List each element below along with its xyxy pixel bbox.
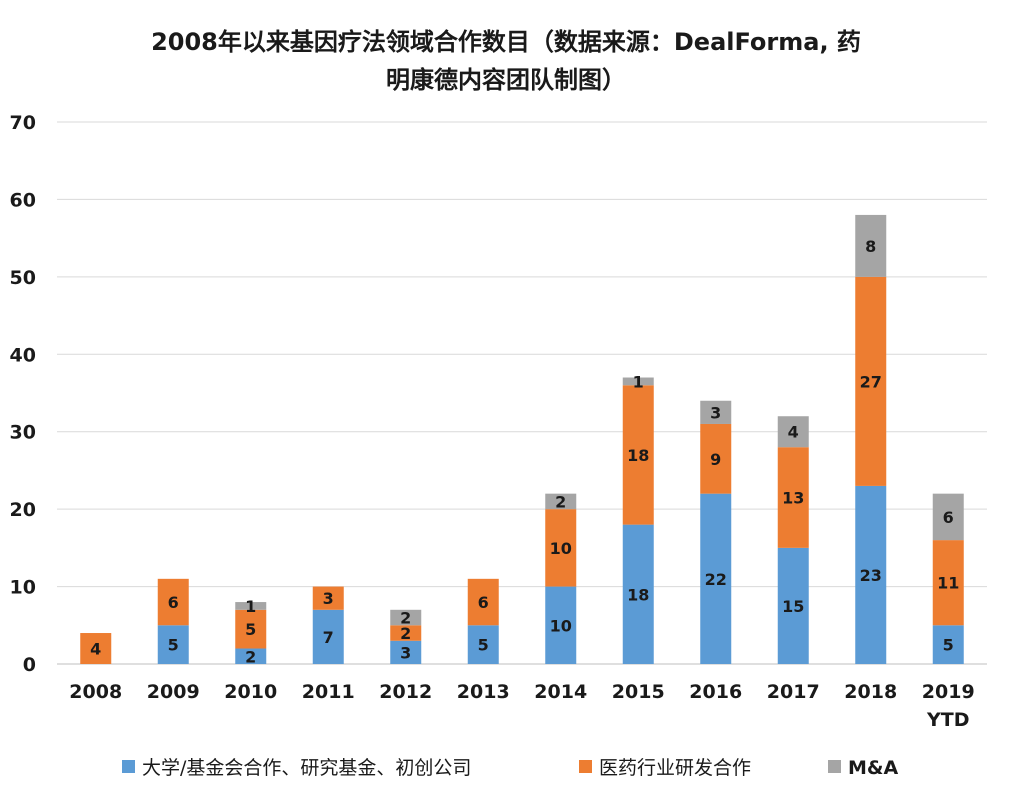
y-tick-label: 50 <box>10 267 36 289</box>
y-tick-label: 30 <box>10 422 36 444</box>
data-label: 22 <box>705 570 727 589</box>
x-tick-label: 2017 <box>767 681 820 703</box>
chart-title-line-1: 2008年以来基因疗法领域合作数目（数据来源：DealForma, 药 <box>151 28 861 56</box>
x-tick-label: 2019 <box>922 681 975 703</box>
bar-segment <box>932 625 964 664</box>
bar-segment <box>855 276 887 486</box>
data-label: 9 <box>710 450 721 469</box>
data-label: 27 <box>860 372 882 391</box>
data-label: 1 <box>633 372 644 391</box>
x-tick-label: 2015 <box>612 681 665 703</box>
bar-segment <box>622 377 654 386</box>
data-label: 2 <box>400 609 411 628</box>
x-tick-label: 2011 <box>302 681 355 703</box>
x-tick-label: 2018 <box>844 681 897 703</box>
x-tick-label: 2008 <box>69 681 122 703</box>
bar-segment <box>622 524 654 664</box>
data-label: 3 <box>710 403 721 422</box>
bar-segment <box>777 547 809 664</box>
bar-segment <box>390 625 422 641</box>
data-label: 2 <box>400 624 411 643</box>
data-label: 5 <box>168 636 179 655</box>
bar-segment <box>235 609 267 649</box>
bar-segment <box>390 640 422 664</box>
data-label: 18 <box>627 446 649 465</box>
y-tick-label: 10 <box>10 577 36 599</box>
bar-segment <box>700 423 732 494</box>
legend-swatch <box>828 760 841 773</box>
bar-segment <box>545 493 577 510</box>
data-label: 13 <box>782 489 804 508</box>
data-label: 4 <box>788 423 799 442</box>
data-label: 3 <box>400 643 411 662</box>
bar-segment <box>235 648 267 664</box>
y-tick-label: 40 <box>10 344 36 366</box>
data-label: 5 <box>478 636 489 655</box>
bar-segment <box>932 493 964 541</box>
legend-label: 医药行业研发合作 <box>599 757 751 779</box>
bar-segment <box>777 416 809 448</box>
data-label: 6 <box>478 593 489 612</box>
data-label: 23 <box>860 566 882 585</box>
bar-segment <box>855 485 887 664</box>
data-label: 18 <box>627 585 649 604</box>
bar-segment <box>700 400 732 424</box>
data-label: 2 <box>555 492 566 511</box>
data-label: 1 <box>245 597 256 616</box>
bar-segment <box>855 214 887 277</box>
bar-segment <box>312 586 344 610</box>
y-tick-label: 70 <box>10 112 36 134</box>
y-tick-label: 20 <box>10 499 36 521</box>
data-label: 3 <box>323 589 334 608</box>
legend-label: 大学/基金会合作、研究基金、初创公司 <box>142 757 471 779</box>
x-tick-label: YTD <box>926 709 970 731</box>
bar-segment <box>467 625 499 664</box>
y-tick-label: 0 <box>23 654 36 676</box>
data-label: 15 <box>782 597 804 616</box>
data-label: 7 <box>323 628 334 647</box>
y-tick-label: 60 <box>10 189 36 211</box>
x-tick-label: 2016 <box>689 681 742 703</box>
bar-segment <box>467 578 499 626</box>
bar-segment <box>80 633 112 664</box>
bar-segment <box>545 586 577 664</box>
bar-segment <box>157 625 189 664</box>
bar-segment <box>312 609 344 664</box>
chart-title-line-2: 明康德内容团队制图） <box>386 66 626 94</box>
legend-swatch <box>579 760 592 773</box>
data-label: 5 <box>245 620 256 639</box>
x-tick-label: 2013 <box>457 681 510 703</box>
data-label: 2 <box>245 647 256 666</box>
bar-segment <box>235 602 267 610</box>
data-label: 6 <box>943 508 954 527</box>
legend-swatch <box>122 760 135 773</box>
bar-segment <box>700 493 732 664</box>
bar-segment <box>545 509 577 587</box>
data-label: 11 <box>937 574 959 593</box>
data-label: 10 <box>550 539 572 558</box>
data-label: 8 <box>865 237 876 256</box>
x-tick-label: 2009 <box>147 681 200 703</box>
bar-segment <box>932 540 964 626</box>
data-label: 10 <box>550 616 572 635</box>
x-tick-label: 2014 <box>534 681 587 703</box>
bar-segment <box>390 609 422 626</box>
x-tick-label: 2010 <box>224 681 277 703</box>
data-label: 5 <box>943 636 954 655</box>
data-label: 4 <box>90 640 101 659</box>
bar-segment <box>622 385 654 525</box>
x-tick-label: 2012 <box>379 681 432 703</box>
bar-segment <box>777 447 809 548</box>
bar-segment <box>157 578 189 626</box>
data-label: 6 <box>168 593 179 612</box>
legend-label: M&A <box>848 757 898 779</box>
